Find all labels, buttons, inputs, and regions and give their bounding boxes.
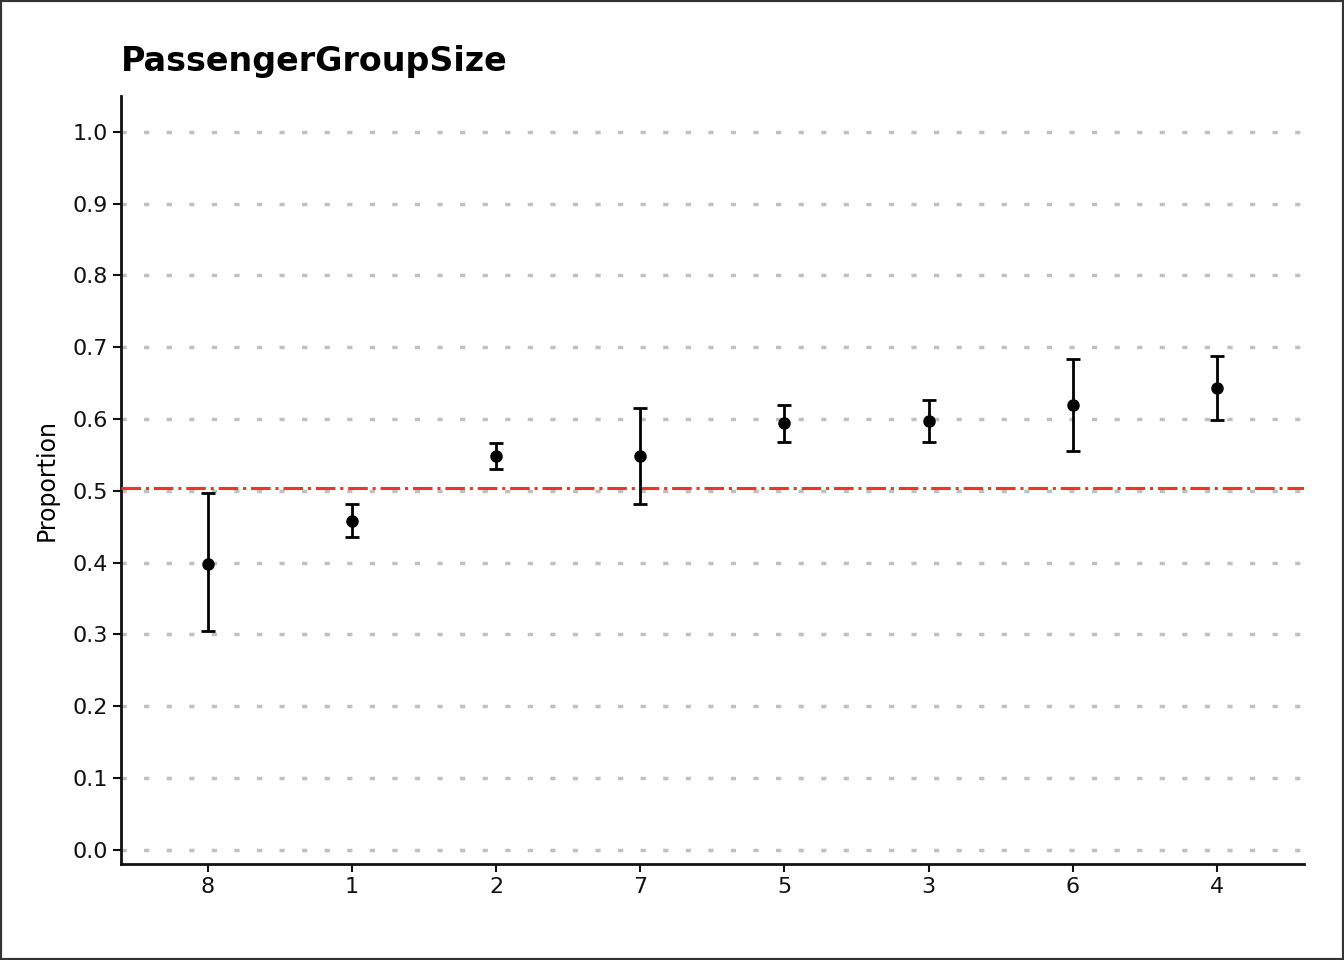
Text: PassengerGroupSize: PassengerGroupSize [121, 45, 508, 78]
Y-axis label: Proportion: Proportion [35, 419, 58, 541]
